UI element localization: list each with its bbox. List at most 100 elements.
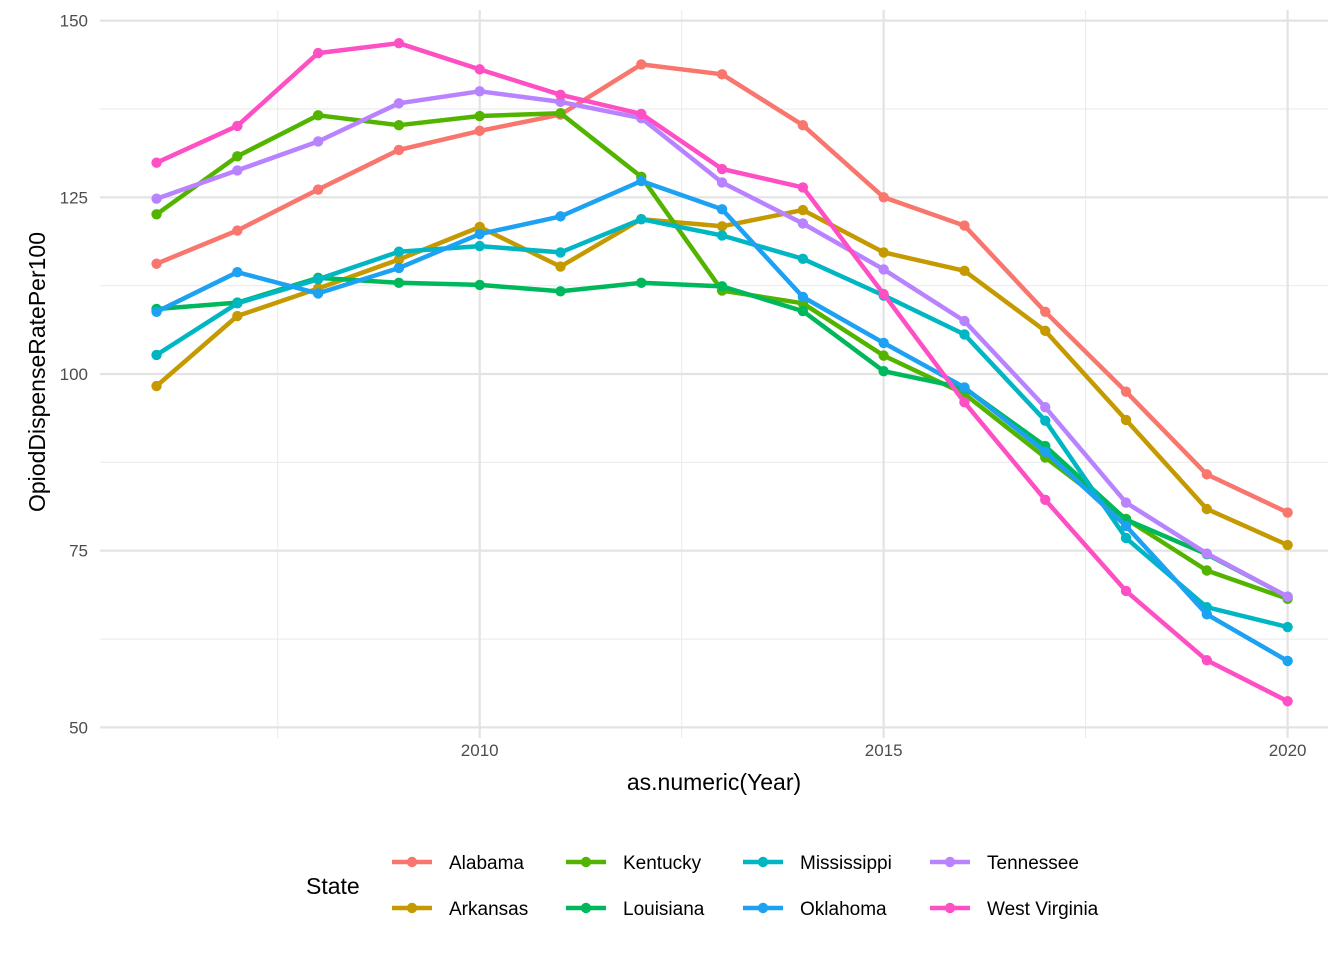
x-tick-labels: 2010 2015 2020 [461, 741, 1307, 760]
data-point [636, 108, 647, 120]
legend-label: Tennessee [987, 853, 1079, 874]
legend-item: Alabama [392, 853, 524, 874]
data-point [1120, 414, 1132, 426]
data-point [1282, 696, 1293, 707]
legend-label: West Virginia [987, 899, 1099, 920]
data-point [878, 350, 889, 361]
grid-lines [100, 10, 1328, 738]
data-point [878, 247, 889, 258]
data-point [393, 262, 405, 274]
data-point [151, 209, 162, 220]
data-point [716, 163, 728, 175]
data-point [1282, 621, 1293, 633]
data-point [474, 125, 485, 137]
data-point [151, 193, 162, 204]
x-tick-label: 2010 [461, 741, 499, 760]
x-axis-title: as.numeric(Year) [627, 769, 801, 795]
legend-label: Mississippi [800, 853, 892, 874]
data-point [474, 64, 485, 75]
data-point [555, 261, 566, 272]
legend-item: Louisiana [566, 899, 705, 920]
y-tick-label: 50 [69, 718, 88, 737]
data-point [878, 192, 889, 203]
series-oklahoma [151, 175, 1293, 667]
data-point [1040, 402, 1051, 413]
series-line [155, 40, 1289, 704]
legend-label: Alabama [449, 853, 524, 874]
data-point [959, 315, 970, 327]
data-point [1040, 325, 1051, 337]
series-line [155, 178, 1289, 663]
legend-label: Kentucky [623, 853, 702, 874]
data-point [878, 365, 889, 377]
legend-label: Arkansas [449, 899, 528, 920]
y-tick-label: 150 [60, 12, 88, 31]
data-point [232, 310, 243, 322]
data-point [797, 120, 809, 131]
data-point [636, 277, 647, 289]
data-point [474, 86, 485, 97]
legend-item: Tennessee [930, 853, 1079, 874]
series-line [156, 275, 1289, 599]
data-point [1282, 539, 1293, 551]
data-point [1282, 507, 1293, 518]
data-point [716, 204, 728, 215]
data-point [878, 337, 889, 349]
data-point [1201, 609, 1213, 620]
series-west-virginia [151, 38, 1293, 707]
data-point [312, 136, 324, 147]
data-point [636, 175, 647, 187]
legend-key-point [580, 902, 592, 914]
legend-label: Oklahoma [800, 899, 887, 920]
series-lines [151, 38, 1293, 707]
data-point [1120, 386, 1132, 397]
legend-item: Arkansas [392, 899, 528, 920]
data-point [716, 281, 728, 292]
legend-item: Mississippi [743, 853, 892, 874]
y-tick-label: 100 [60, 365, 88, 384]
data-point [1120, 532, 1132, 544]
data-point [151, 157, 162, 168]
data-point [232, 267, 243, 278]
data-point [878, 288, 889, 300]
data-point [1120, 585, 1132, 597]
data-point [1040, 494, 1051, 506]
legend-key-point [944, 902, 956, 914]
data-point [878, 264, 889, 275]
legend-item: Oklahoma [743, 899, 887, 920]
data-point [151, 380, 162, 392]
legend: State Alabama Arkansas Kentucky Louisiana Mi… [306, 853, 1099, 920]
data-point [474, 240, 485, 252]
data-point [393, 277, 405, 289]
data-point [312, 184, 324, 195]
data-point [312, 47, 324, 59]
data-point [555, 247, 566, 258]
data-point [1120, 520, 1132, 532]
data-point [1040, 446, 1051, 457]
data-point [232, 151, 243, 162]
data-point [716, 69, 728, 80]
data-point [232, 298, 243, 309]
data-point [312, 288, 324, 299]
data-point [959, 397, 970, 408]
data-point [1201, 548, 1213, 559]
data-point [474, 228, 485, 240]
data-point [959, 220, 970, 231]
y-tick-labels: 50 75 100 125 150 [60, 12, 88, 738]
data-point [636, 214, 647, 225]
data-point [1201, 503, 1213, 515]
data-point [1040, 306, 1051, 318]
data-point [636, 59, 647, 70]
legend-key-point [406, 856, 418, 868]
data-point [716, 221, 728, 232]
data-point [959, 265, 970, 277]
y-tick-label: 125 [60, 188, 88, 207]
data-point [393, 246, 405, 257]
y-axis-title: OpiodDispenseRatePer100 [24, 232, 50, 512]
data-point [1120, 497, 1132, 508]
data-point [232, 165, 243, 176]
data-point [232, 120, 243, 132]
series-mississippi [151, 214, 1293, 633]
data-point [312, 274, 324, 285]
